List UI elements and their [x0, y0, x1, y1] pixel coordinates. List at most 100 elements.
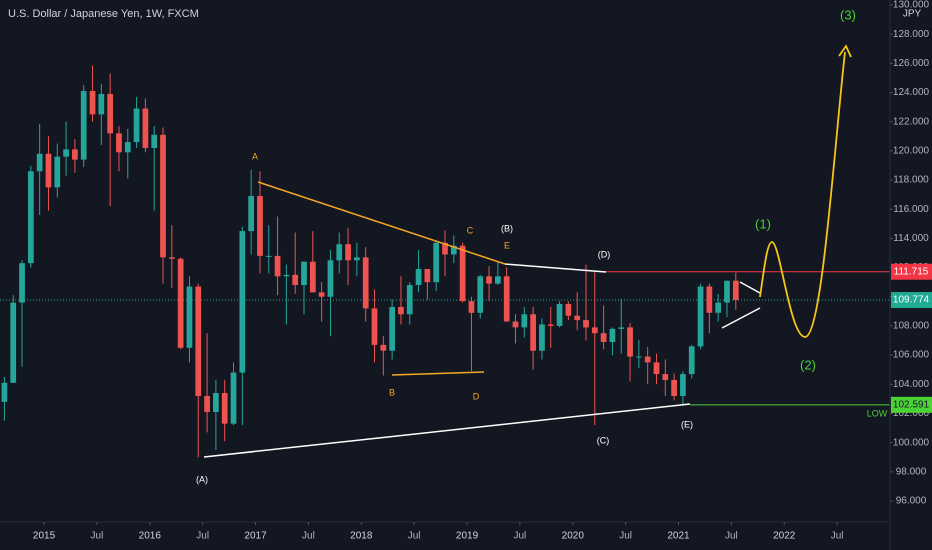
candle-body [257, 196, 263, 256]
candle-body [715, 302, 722, 313]
annotation: (C) [597, 435, 610, 445]
candle-body [539, 324, 545, 351]
candle-body [424, 269, 431, 283]
candle-body [406, 285, 413, 315]
candle-body [486, 276, 492, 284]
candle-body [124, 142, 131, 153]
candle-body [63, 149, 69, 157]
price-tag-label: 109.774 [893, 295, 930, 306]
candle-body [239, 231, 246, 373]
candle-body [301, 261, 307, 286]
candle-body [415, 269, 422, 286]
chart-title: U.S. Dollar / Japanese Yen, 1W, FXCM [8, 8, 199, 20]
candle-body [459, 245, 466, 302]
annotation: B [389, 387, 395, 397]
x-tick-label: Jul [725, 531, 738, 542]
candle-body [627, 327, 633, 357]
candle-body [724, 280, 730, 303]
candle-body [635, 356, 642, 358]
candle-body [204, 395, 210, 412]
annotation: (3) [840, 7, 856, 22]
y-tick-label: 98.000 [896, 466, 927, 477]
x-tick-label: Jul [196, 531, 209, 542]
x-tick-label: Jul [831, 531, 844, 542]
candle-body [706, 286, 713, 313]
candle-body [662, 374, 669, 380]
annotation: (A) [196, 474, 208, 484]
candle-body [36, 153, 43, 172]
trendline [721, 307, 761, 329]
candle-body [362, 257, 369, 309]
y-tick-label: 100.000 [893, 437, 930, 448]
annotation: E [504, 240, 510, 250]
y-tick-label: 118.000 [893, 175, 929, 186]
candle-body [89, 91, 96, 115]
candle-body [697, 286, 704, 347]
annotation: (1) [755, 216, 771, 231]
candle-body [644, 356, 651, 363]
candle-body [389, 306, 395, 351]
candle-body [221, 393, 228, 424]
candle-body [468, 301, 475, 313]
candle-body [600, 333, 607, 342]
price-tag [891, 292, 932, 309]
candle-body [213, 393, 219, 412]
x-tick-label: Jul [514, 531, 527, 542]
trendline [504, 263, 607, 273]
y-tick-label: 116.000 [893, 204, 929, 215]
price-tag [891, 396, 932, 413]
candle-body [265, 255, 272, 257]
candle-body [680, 374, 686, 396]
x-tick-label: 2017 [244, 531, 267, 542]
candle-body [565, 304, 572, 316]
candle-body [609, 328, 616, 342]
candle-body [142, 108, 149, 148]
candle-body [318, 292, 325, 297]
candle-body [248, 196, 255, 232]
arrow-head [838, 44, 852, 58]
candle-body [160, 134, 166, 258]
annotation: D [473, 391, 480, 401]
price-tag [891, 263, 932, 280]
candle-body [72, 149, 78, 160]
candle-body [442, 242, 448, 255]
levels [0, 271, 890, 406]
annotation: (2) [800, 357, 816, 372]
candle-body [450, 245, 457, 255]
y-tick-label: 102.000 [893, 408, 930, 419]
drawings [203, 44, 852, 458]
candle-body [309, 261, 316, 293]
annotation: C [467, 225, 474, 235]
candle-body [477, 276, 484, 313]
candle-body [230, 372, 237, 424]
candle-body [495, 276, 501, 284]
candle-body [574, 315, 581, 321]
candle-body [98, 93, 105, 115]
candle-body [618, 327, 625, 329]
annotation: LOW [867, 408, 888, 418]
x-tick-label: Jul [302, 531, 315, 542]
currency-label: JPY [903, 9, 922, 20]
candle-body [583, 320, 589, 328]
y-tick-label: 120.000 [893, 145, 930, 156]
candle-body [591, 327, 598, 334]
candle-body [54, 156, 61, 188]
trendline [391, 371, 485, 376]
x-tick-label: 2020 [562, 531, 585, 542]
candle-body [354, 257, 360, 261]
candle-body [671, 379, 677, 396]
candle-body [653, 362, 660, 375]
candle-body [45, 153, 52, 188]
candle-body [1, 382, 8, 402]
price-tag-label: 111.715 [894, 266, 929, 277]
y-tick-label: 106.000 [893, 350, 930, 361]
annotation: (B) [501, 223, 513, 233]
candle-body [530, 314, 536, 351]
price-tag-label: 102.591 [893, 399, 930, 410]
annotations: A B C D E (A) (B) (C) (D) (E) (1) (2) (3) LOW [196, 7, 888, 484]
candle-body [688, 346, 695, 375]
x-tick-label: Jul [91, 531, 104, 542]
axes: 96.000 98.000 100.000 102.000 104.000 106.000… [33, 0, 932, 542]
candle-body [27, 171, 34, 264]
